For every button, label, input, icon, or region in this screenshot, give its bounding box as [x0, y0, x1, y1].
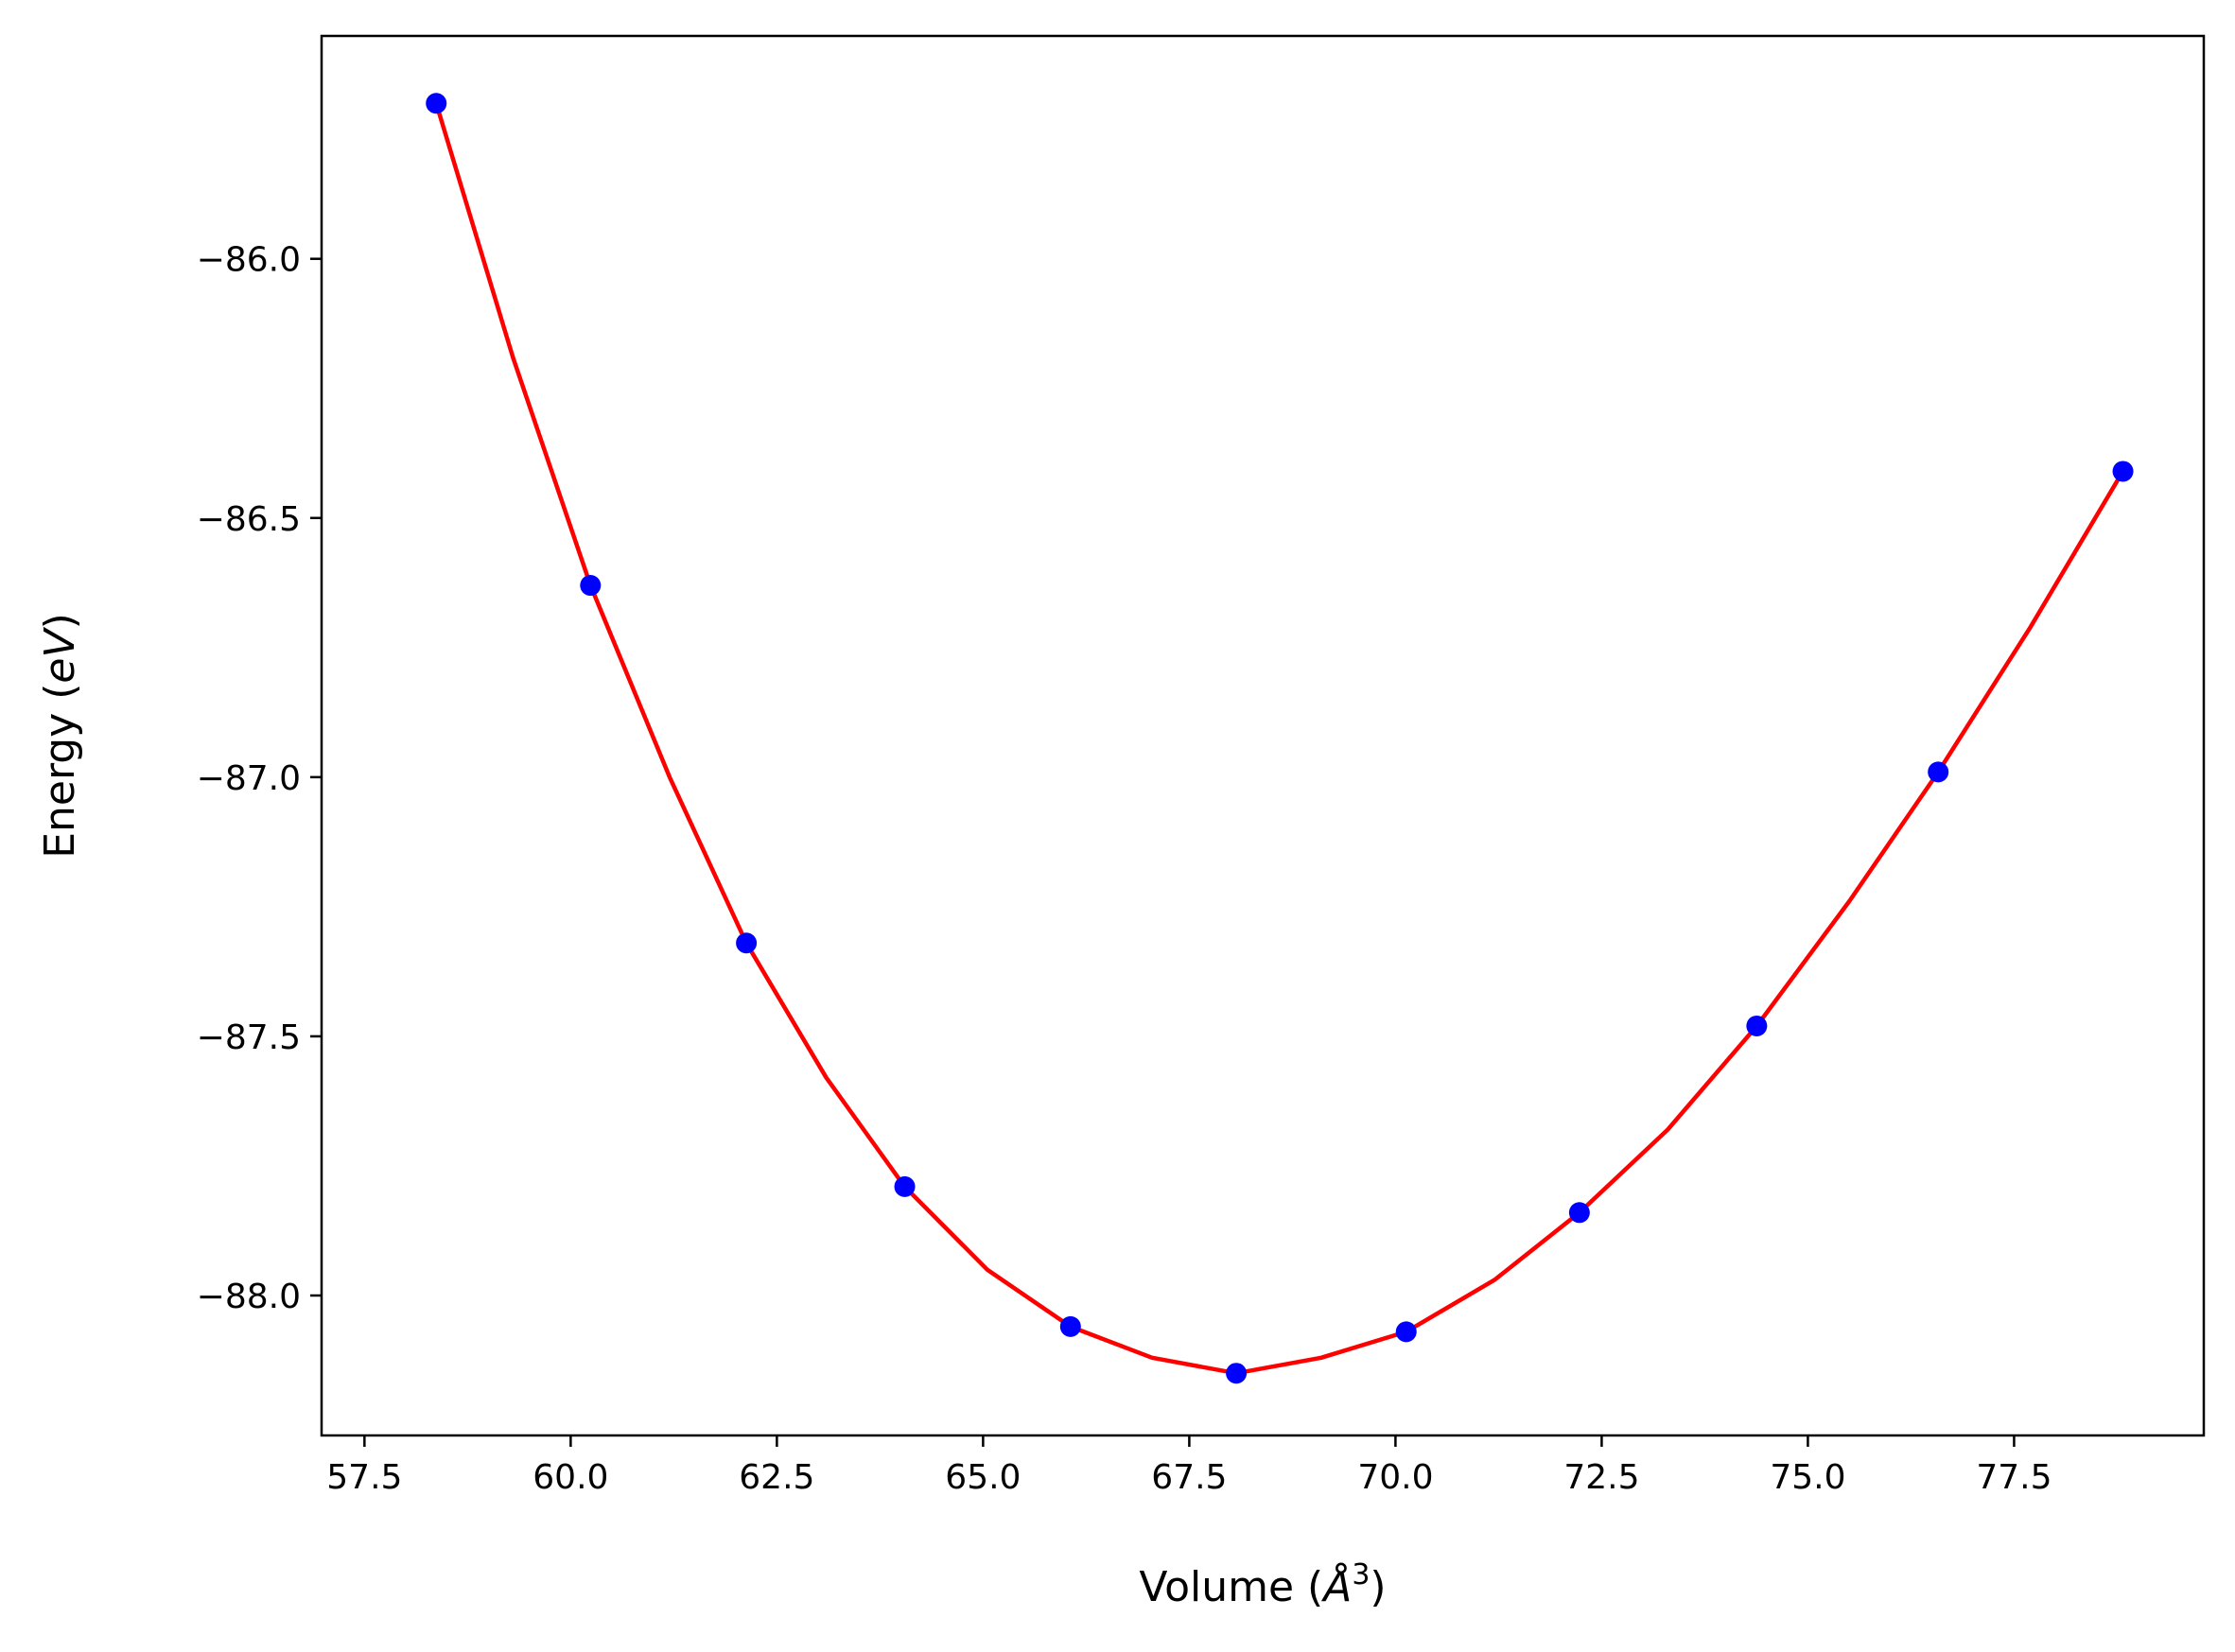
data-point	[426, 93, 447, 114]
x-tick-label: 65.0	[945, 1458, 1021, 1497]
y-axis: −86.0 −86.5 −87.0 −87.5 −88.0	[197, 241, 322, 1316]
data-point	[1059, 1315, 1081, 1337]
data-point	[736, 932, 758, 954]
y-axis-label: Energy (eV)	[36, 613, 84, 859]
plot-area	[426, 93, 2134, 1384]
x-axis-unit-power: 3	[1352, 1558, 1370, 1591]
y-axis-unit: eV	[36, 627, 84, 684]
x-axis-label-text: Volume	[1139, 1563, 1294, 1611]
data-point	[1746, 1015, 1768, 1036]
y-axis-label-open-paren: (	[36, 684, 84, 713]
x-tick-label: 62.5	[739, 1458, 814, 1497]
data-point	[1395, 1321, 1417, 1343]
data-point	[1928, 761, 1949, 783]
y-tick-label: −86.0	[197, 241, 301, 280]
x-axis-label: Volume (Å3)	[1139, 1558, 1386, 1611]
data-point	[2112, 461, 2134, 482]
y-tick-label: −87.0	[197, 759, 301, 798]
x-axis-label-open-paren: (	[1294, 1563, 1323, 1611]
x-axis: 57.5 60.0 62.5 65.0 67.5 70.0 72.5 75.0 77.5	[326, 1435, 2052, 1497]
axes-frame	[320, 34, 2206, 1437]
y-tick-label: −87.5	[197, 1018, 301, 1057]
data-point	[580, 575, 602, 597]
x-axis-unit-symbol: Å	[1320, 1561, 1352, 1611]
data-point	[894, 1175, 916, 1197]
x-tick-label: 67.5	[1151, 1458, 1227, 1497]
x-tick-label: 77.5	[1976, 1458, 2052, 1497]
x-tick-label: 70.0	[1357, 1458, 1433, 1497]
x-tick-label: 60.0	[533, 1458, 608, 1497]
x-tick-label: 75.0	[1770, 1458, 1845, 1497]
data-point	[1226, 1363, 1248, 1384]
y-tick-label: −88.0	[197, 1278, 301, 1316]
x-axis-label-close-paren: )	[1370, 1563, 1386, 1611]
data-point	[1568, 1202, 1590, 1224]
x-tick-label: 57.5	[326, 1458, 402, 1497]
x-tick-label: 72.5	[1563, 1458, 1639, 1497]
y-tick-label: −86.5	[197, 500, 301, 539]
y-axis-label-text: Energy	[36, 713, 84, 859]
y-axis-label-close-paren: )	[36, 613, 84, 629]
